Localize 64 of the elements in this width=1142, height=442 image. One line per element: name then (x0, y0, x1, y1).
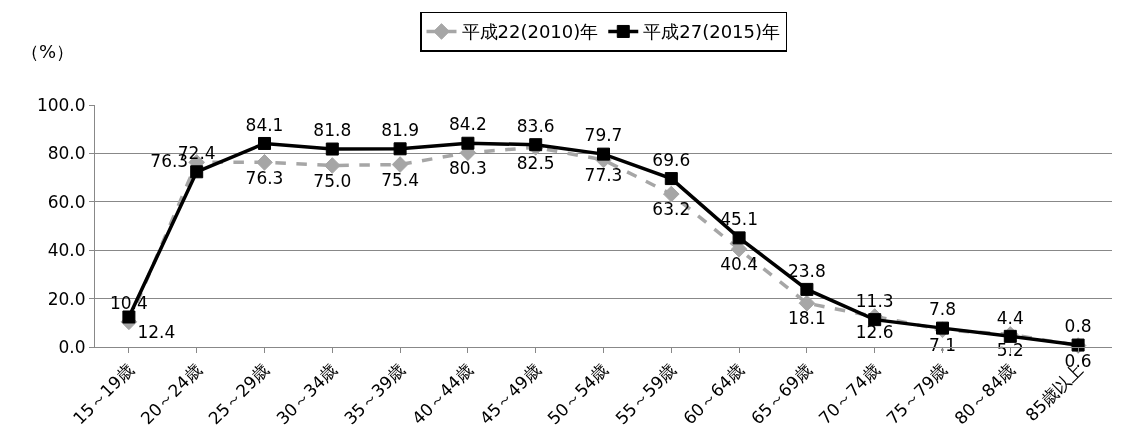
point (258, 136, 271, 150)
data-label: 83.6 (516, 115, 555, 136)
y-tick-label: 0.0 (58, 336, 86, 357)
point (256, 154, 273, 171)
x-tick-label: 55～59歳 (611, 359, 681, 429)
data-label: 11.3 (855, 290, 894, 311)
x-tick-label: 65～69歳 (746, 359, 816, 429)
point (798, 294, 816, 312)
point (190, 165, 204, 179)
y-tick-label: 80.0 (47, 143, 86, 164)
point (324, 157, 341, 174)
data-label: 75.0 (313, 170, 352, 191)
x-tick-label: 45～49歳 (475, 359, 545, 429)
legend-label: 平成22(2010)年 (461, 21, 599, 43)
data-label: 40.4 (720, 254, 759, 275)
x-tick-label: 70～74歳 (814, 359, 884, 429)
x-tick-label: 30～34歳 (272, 359, 342, 429)
data-label: 84.1 (245, 114, 284, 135)
data-label: 80.3 (448, 157, 487, 178)
data-label: 79.7 (584, 125, 623, 146)
data-label: 12.4 (137, 322, 176, 343)
y-axis-title: （%） (21, 41, 75, 62)
data-label: 77.3 (584, 165, 623, 186)
data-label: 63.2 (652, 199, 691, 220)
data-label: 45.1 (720, 209, 759, 230)
data-label: 69.6 (652, 149, 691, 170)
point (664, 172, 678, 186)
point (393, 142, 407, 156)
data-label: 81.8 (313, 120, 352, 141)
y-tick-label: 20.0 (47, 288, 86, 309)
point (732, 231, 746, 245)
y-tick-label: 100.0 (36, 94, 86, 115)
x-tick-label: 50～54歳 (543, 359, 613, 429)
data-label: 23.8 (787, 260, 826, 281)
x-tick-label: 20～24歳 (136, 359, 206, 429)
data-label: 75.4 (381, 169, 420, 190)
x-tick-label: 75～79歳 (882, 359, 952, 429)
legend-label: 平成27(2015)年 (643, 21, 781, 43)
data-label: 0.8 (1064, 316, 1092, 337)
data-label: 12.6 (855, 321, 894, 342)
data-label: 81.9 (381, 120, 420, 141)
x-tick-label: 15～19歳 (68, 359, 138, 429)
x-tick-label: 60～64歳 (679, 359, 748, 429)
point (461, 136, 475, 150)
y-tick-label: 60.0 (47, 191, 86, 212)
data-label: 7.8 (928, 299, 957, 320)
point (936, 321, 949, 335)
x-tick-label: 80～84歳 (950, 359, 1020, 429)
point (122, 310, 136, 324)
data-label: 82.5 (516, 152, 555, 173)
x-tick-label: 25～29歳 (204, 359, 274, 429)
x-tick-label: 35～39歳 (340, 359, 409, 429)
point (529, 138, 543, 152)
data-label: 18.1 (787, 308, 826, 329)
data-label: 76.3 (245, 167, 284, 188)
x-tick-label: 40～44歳 (407, 359, 477, 429)
point (800, 282, 814, 296)
point (663, 185, 680, 203)
data-label: 84.2 (448, 114, 487, 135)
y-tick-label: 40.0 (47, 240, 86, 261)
point (325, 142, 339, 156)
point (597, 147, 610, 161)
data-label: 4.4 (996, 307, 1024, 328)
point (391, 156, 409, 173)
